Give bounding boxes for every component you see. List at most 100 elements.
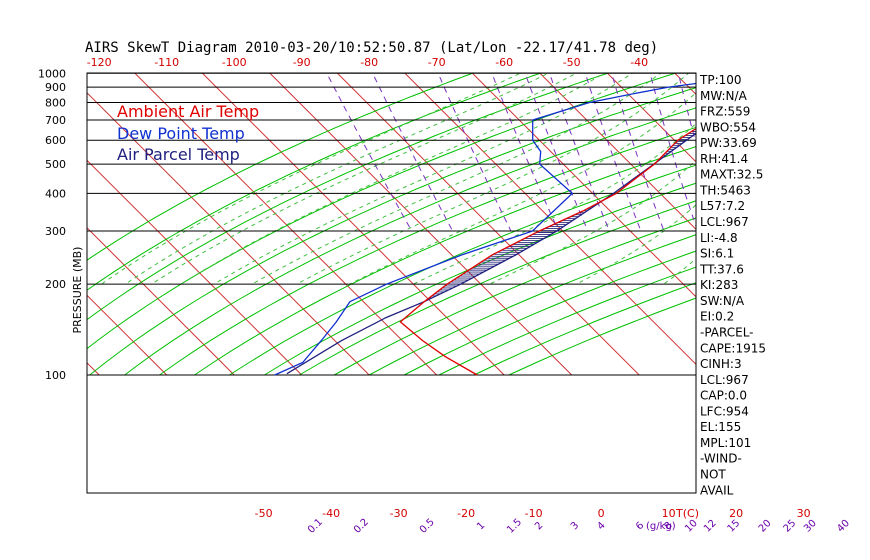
dry-adiabat bbox=[229, 164, 696, 376]
isotherm bbox=[87, 227, 235, 376]
dry-adiabat bbox=[333, 217, 696, 376]
isotherm bbox=[201, 73, 505, 376]
bottom-temp-tick-label: -40 bbox=[322, 507, 340, 520]
moist-adiabats bbox=[101, 73, 696, 285]
legend-parcel: Air Parcel Temp bbox=[117, 145, 240, 164]
stability-index-item: SW:N/A bbox=[700, 294, 745, 308]
mixing-ratio-line bbox=[548, 73, 610, 232]
mixing-ratio-tick-label: 12 bbox=[702, 518, 719, 535]
stability-index-item: TP:100 bbox=[699, 73, 742, 87]
mixing-ratio-tick-label: 4 bbox=[595, 520, 607, 532]
isotherm bbox=[133, 73, 438, 376]
chart-title: AIRS SkewT Diagram 2010-03-20/10:52:50.8… bbox=[85, 40, 658, 56]
dry-adiabat bbox=[473, 282, 696, 376]
mixing-ratio-tick-label: 3 bbox=[569, 520, 581, 532]
stability-index-item: MPL:101 bbox=[700, 436, 751, 450]
stability-index-item: EI:0.2 bbox=[700, 310, 734, 324]
stability-index-item: LCL:967 bbox=[700, 373, 749, 387]
pressure-tick-label: 800 bbox=[45, 97, 66, 110]
mixing-ratio-line bbox=[819, 67, 845, 231]
bottom-temp-tick-label: 30 bbox=[797, 507, 811, 520]
top-temp-tick-label: -100 bbox=[222, 56, 247, 69]
mixing-ratio-tick-label: 15 bbox=[726, 518, 743, 535]
mixing-ratio-line bbox=[437, 73, 512, 232]
stability-index-item: WBO:554 bbox=[700, 120, 756, 134]
mixing-ratio-tick-label: 0.2 bbox=[352, 517, 371, 536]
dry-adiabat bbox=[159, 126, 696, 376]
stability-index-item: AVAIL bbox=[700, 483, 734, 497]
moist-adiabat bbox=[213, 73, 634, 285]
plot-area bbox=[0, 67, 870, 376]
mixing-ratio-line bbox=[774, 67, 806, 231]
bottom-temp-tick-label: -20 bbox=[457, 507, 475, 520]
profiles bbox=[274, 82, 696, 376]
isotherm bbox=[268, 73, 573, 376]
ambient-line bbox=[399, 128, 696, 376]
stability-index-item: PW:33.69 bbox=[700, 136, 757, 150]
mixing-ratio-tick-label: 1 bbox=[475, 520, 487, 532]
dry-adiabat bbox=[194, 146, 696, 376]
stability-index-item: MAXT:32.5 bbox=[700, 168, 763, 182]
isotherm bbox=[0, 67, 32, 375]
plot-frame bbox=[86, 72, 697, 494]
mixing-ratio-tick-label: 20 bbox=[757, 518, 774, 535]
top-temp-tick-label: -70 bbox=[428, 56, 446, 69]
stability-index-item: SI:6.1 bbox=[700, 247, 734, 261]
dry-adiabat bbox=[87, 73, 611, 321]
dewpoint-line bbox=[274, 82, 696, 376]
isotherm bbox=[673, 73, 696, 96]
bottom-temp-tick-label: -30 bbox=[390, 507, 408, 520]
y-axis-label: PRESSURE (MB) bbox=[71, 247, 84, 334]
pressure-tick-label: 300 bbox=[45, 225, 66, 238]
mixing-ratio-tick-label: 40 bbox=[835, 518, 852, 535]
stability-index-item: RH:41.4 bbox=[700, 152, 748, 166]
stability-index-item: KI:283 bbox=[700, 278, 738, 292]
isotherm bbox=[336, 73, 640, 376]
stability-index-item: CAPE:1915 bbox=[700, 341, 766, 355]
dry-adiabat bbox=[87, 73, 475, 261]
mixing-ratio-line bbox=[611, 73, 665, 232]
pressure-tick-label: 200 bbox=[45, 278, 66, 291]
pressure-tick-label: 1000 bbox=[38, 67, 66, 80]
mixing-ratio-tick-label: 1.5 bbox=[505, 517, 524, 536]
top-temp-tick-label: -80 bbox=[360, 56, 378, 69]
dry-adiabat bbox=[89, 87, 696, 376]
mixing-ratio-line bbox=[852, 67, 870, 231]
moist-adiabat bbox=[412, 122, 696, 285]
stability-index-item: CAP:0.0 bbox=[700, 389, 747, 403]
stability-index-item: -WIND- bbox=[700, 452, 742, 466]
top-temp-tick-label: -110 bbox=[154, 56, 179, 69]
moist-adiabat bbox=[151, 73, 578, 285]
mixing-ratio-tick-label: 10 bbox=[683, 518, 700, 535]
pressure-tick-label: 500 bbox=[45, 158, 66, 171]
isotherm bbox=[736, 67, 870, 375]
stability-index-item: TH:5463 bbox=[699, 183, 751, 197]
mixing-ratio-line bbox=[372, 73, 454, 232]
mixing-ratio-line bbox=[677, 73, 696, 146]
mixing-ratio-line bbox=[798, 67, 827, 231]
stability-index-item: -PARCEL- bbox=[700, 325, 754, 339]
top-temp-tick-label: -60 bbox=[495, 56, 513, 69]
stability-index-item: NOT bbox=[700, 468, 726, 482]
moist-adiabat bbox=[125, 73, 550, 285]
mixing-ratio-tick-label: 2 bbox=[533, 520, 545, 532]
isotherm bbox=[471, 73, 696, 298]
mixing-ratio-tick-label: 0.5 bbox=[418, 517, 437, 536]
stability-index-item: MW:N/A bbox=[700, 89, 748, 103]
mixing-ratio-lines bbox=[326, 67, 870, 232]
bottom-temp-tick-label: 0 bbox=[598, 507, 605, 520]
mixing-ratio-tick-label: 30 bbox=[802, 518, 819, 535]
isotherm bbox=[87, 92, 370, 376]
stability-index-item: EL:155 bbox=[700, 420, 741, 434]
pressure-tick-label: 600 bbox=[45, 134, 66, 147]
bottom-temp-tick-label: 10 bbox=[662, 507, 676, 520]
pressure-tick-label: 400 bbox=[45, 187, 66, 200]
isotherm bbox=[804, 67, 870, 375]
mixing-ratio-tick-label: 25 bbox=[782, 518, 799, 535]
bottom-temp-tick-label: -10 bbox=[525, 507, 543, 520]
pressure-tick-label: 700 bbox=[45, 114, 66, 127]
top-temp-tick-label: -40 bbox=[630, 56, 648, 69]
